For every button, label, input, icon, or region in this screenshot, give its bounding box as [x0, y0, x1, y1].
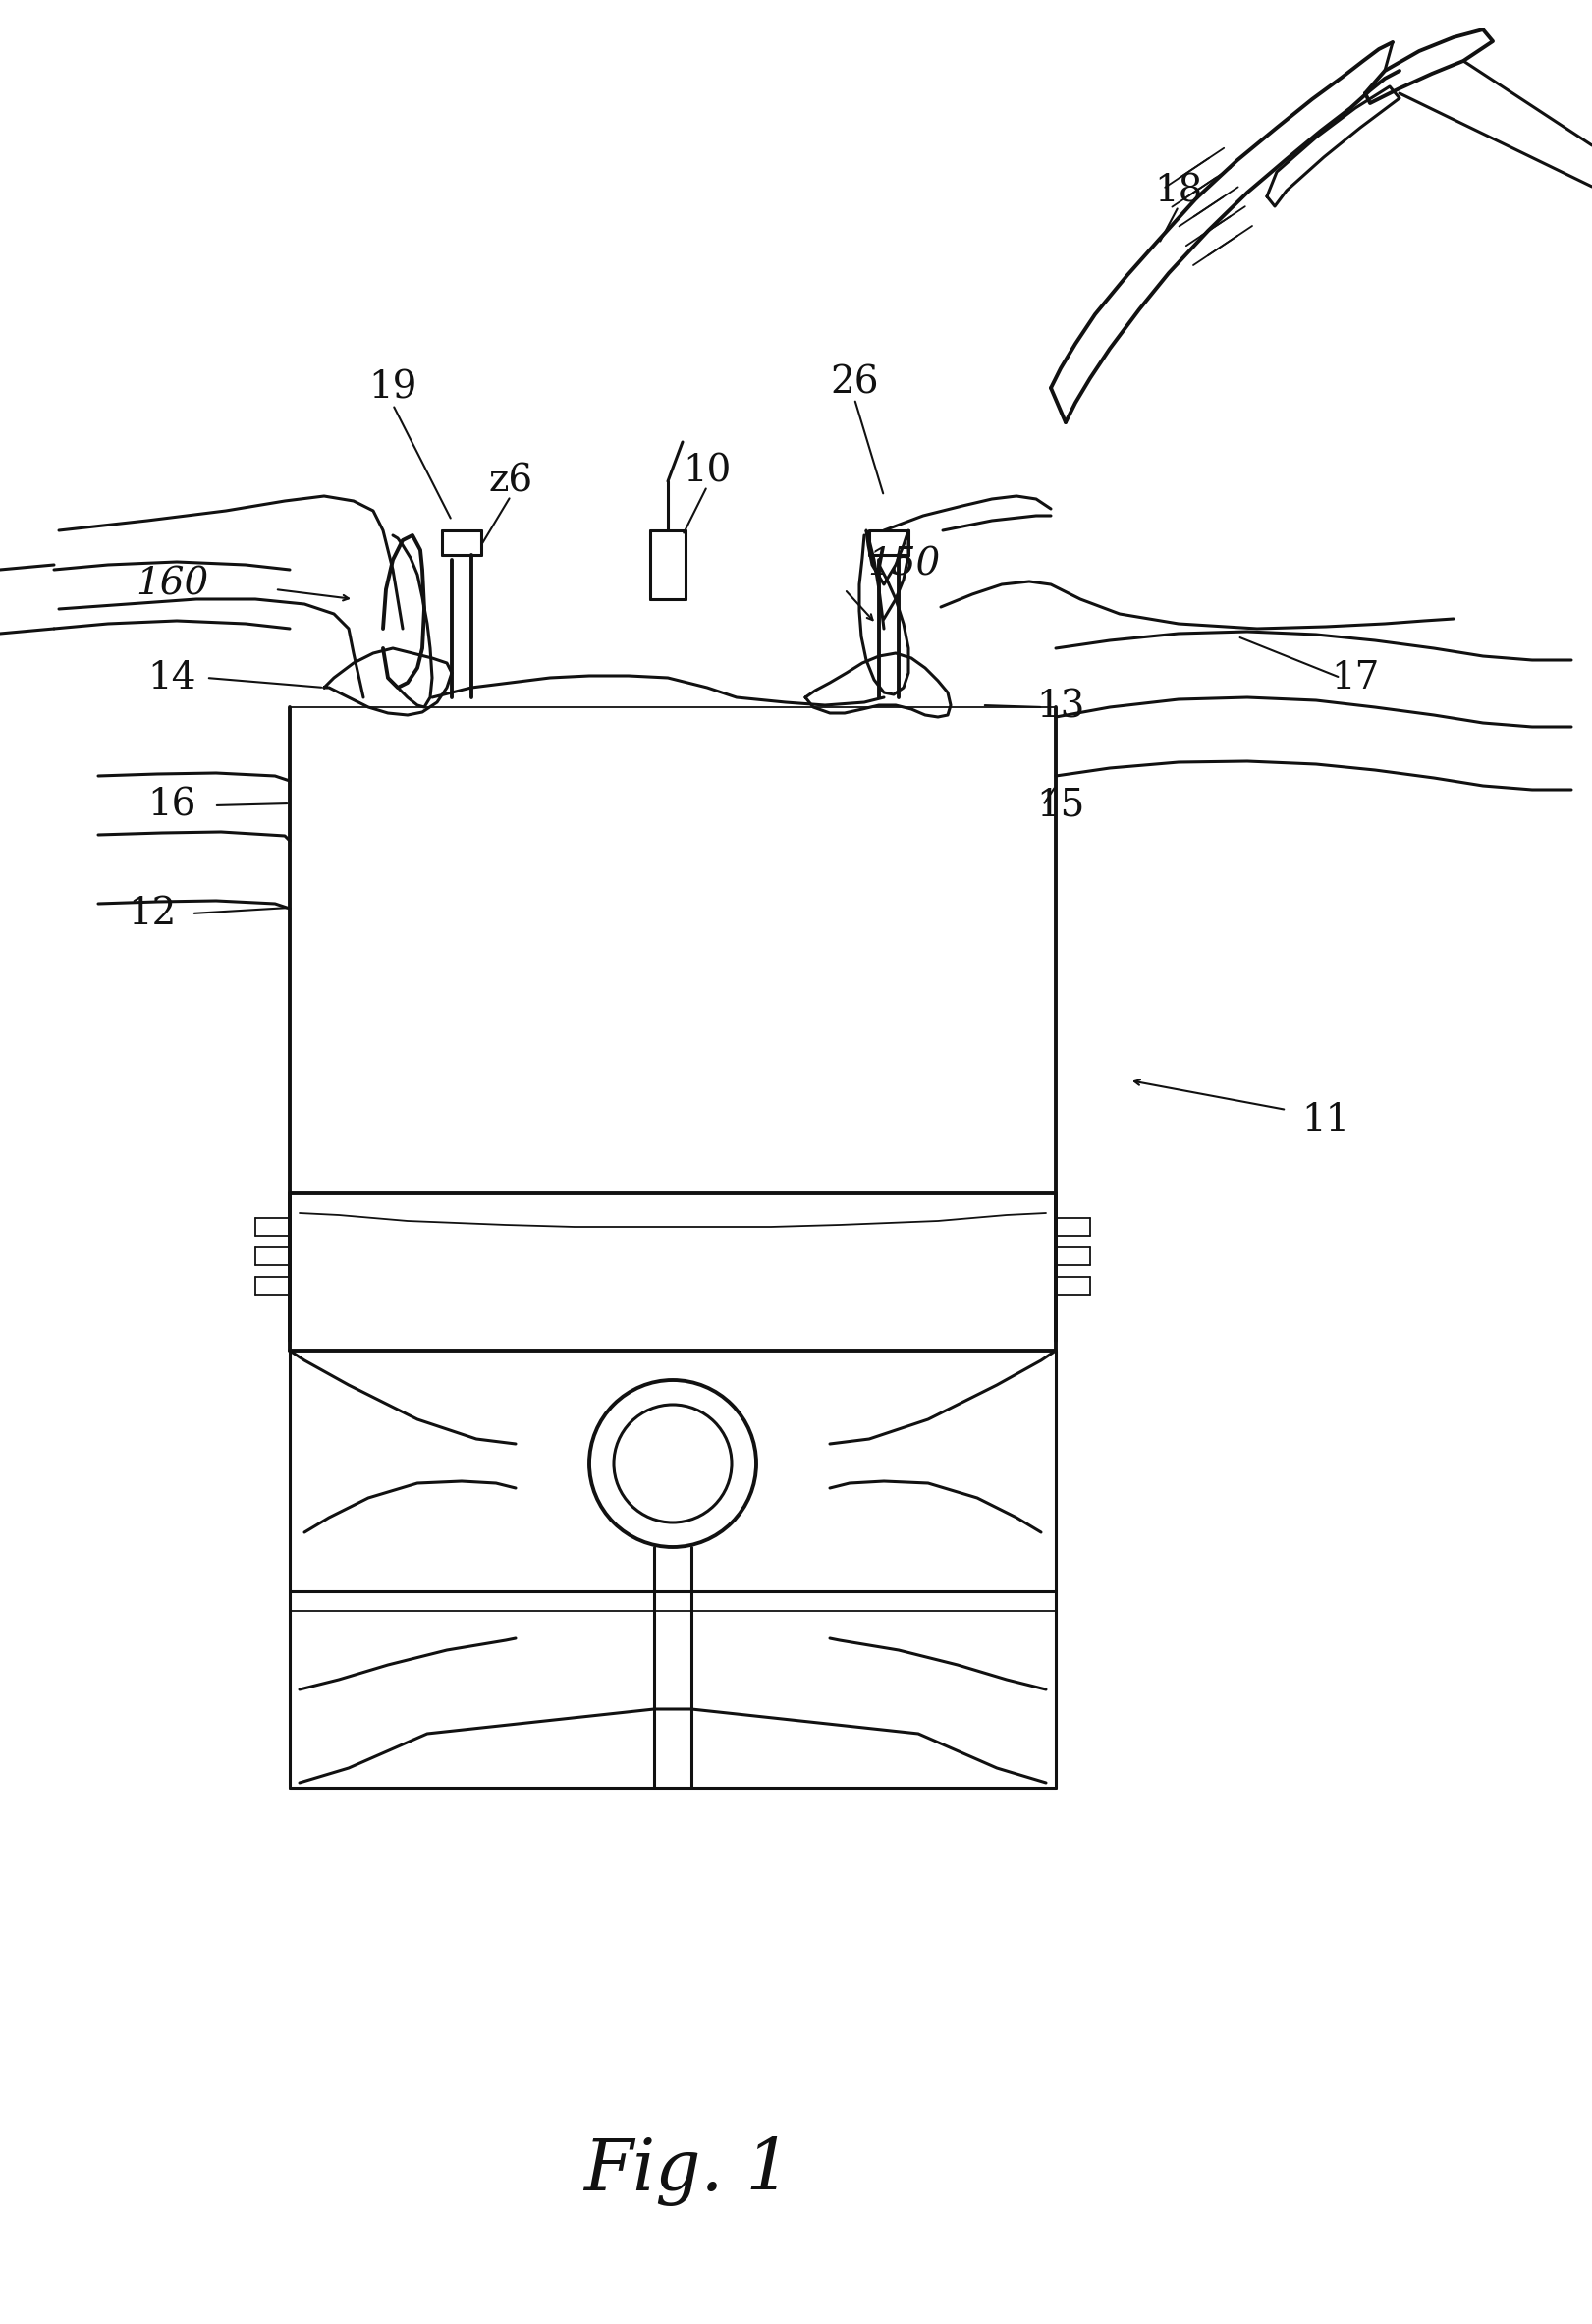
Text: z6: z6: [489, 462, 533, 500]
Text: 15: 15: [1036, 788, 1084, 823]
Text: 160: 160: [135, 567, 209, 602]
Text: Fig. 1: Fig. 1: [584, 2136, 791, 2205]
Text: 13: 13: [1036, 688, 1084, 725]
Text: 26: 26: [829, 365, 879, 402]
Text: 12: 12: [127, 895, 177, 932]
Text: 17: 17: [1331, 660, 1380, 695]
Text: 10: 10: [683, 453, 731, 490]
Text: 11: 11: [1302, 1102, 1350, 1139]
Text: 19: 19: [369, 370, 417, 407]
Text: 150: 150: [868, 546, 939, 583]
Text: 16: 16: [148, 788, 196, 823]
Text: 18: 18: [1154, 174, 1204, 209]
Text: 14: 14: [148, 660, 196, 695]
